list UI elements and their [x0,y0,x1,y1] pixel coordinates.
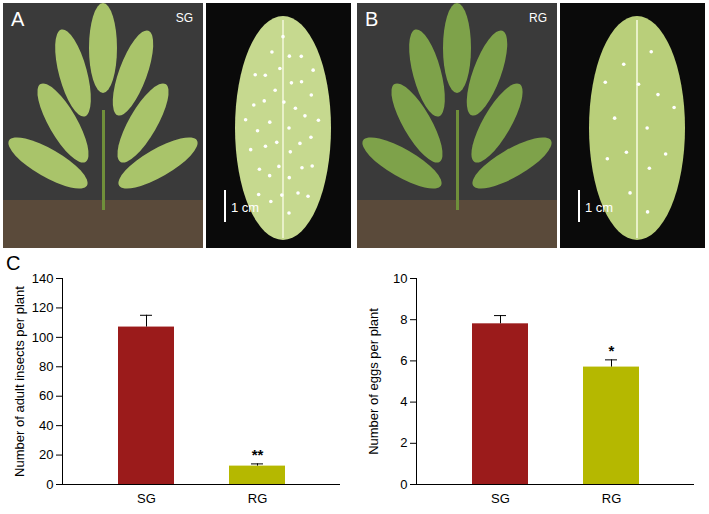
svg-text:1 cm: 1 cm [585,200,613,215]
svg-text:0: 0 [46,477,53,492]
svg-text:8: 8 [400,312,407,327]
svg-text:SG: SG [491,491,510,506]
svg-text:Number of eggs per plant: Number of eggs per plant [366,308,381,455]
svg-text:40: 40 [39,418,53,433]
svg-text:6: 6 [400,353,407,368]
svg-text:100: 100 [32,330,54,345]
svg-text:RG: RG [602,491,622,506]
svg-text:RG: RG [529,11,547,25]
svg-text:RG: RG [248,491,268,506]
svg-text:80: 80 [39,359,53,374]
svg-text:SG: SG [176,11,193,25]
svg-text:4: 4 [400,394,407,409]
svg-text:B: B [365,8,378,30]
html-text:C: C [6,252,21,274]
svg-text:0: 0 [400,477,407,492]
svg-text:*: * [609,342,615,359]
svg-text:A: A [11,8,25,30]
svg-text:140: 140 [32,271,54,286]
svg-text:60: 60 [39,388,53,403]
svg-text:1 cm: 1 cm [231,200,259,215]
svg-text:SG: SG [137,491,156,506]
svg-text:10: 10 [393,271,407,286]
svg-text:2: 2 [400,435,407,450]
svg-text:**: ** [252,446,264,463]
svg-text:20: 20 [39,447,53,462]
svg-text:120: 120 [32,300,54,315]
svg-text:Number of adult insects per pl: Number of adult insects per plant [12,286,27,477]
